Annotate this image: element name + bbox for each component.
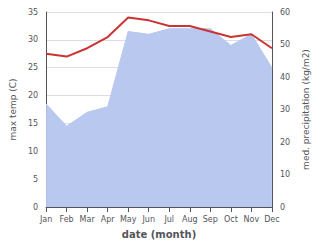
svg-text:10: 10 <box>28 147 38 156</box>
svg-text:Jan: Jan <box>39 215 52 224</box>
svg-text:Mar: Mar <box>80 215 96 224</box>
svg-text:Sep: Sep <box>203 215 218 224</box>
svg-text:35: 35 <box>28 8 38 17</box>
svg-text:20: 20 <box>280 138 290 147</box>
svg-text:Apr: Apr <box>101 215 116 224</box>
svg-text:0: 0 <box>33 203 38 212</box>
svg-text:Aug: Aug <box>182 215 198 224</box>
svg-text:Jun: Jun <box>141 215 155 224</box>
svg-text:max temp (C): max temp (C) <box>8 78 18 140</box>
svg-text:30: 30 <box>280 105 290 114</box>
svg-text:Feb: Feb <box>60 215 74 224</box>
svg-text:0: 0 <box>280 203 285 212</box>
svg-text:25: 25 <box>28 63 38 72</box>
svg-text:50: 50 <box>280 40 290 49</box>
svg-text:Jul: Jul <box>163 215 174 224</box>
svg-text:Dec: Dec <box>264 215 279 224</box>
svg-text:5: 5 <box>33 175 38 184</box>
svg-text:30: 30 <box>28 35 38 44</box>
svg-text:10: 10 <box>280 170 290 179</box>
svg-text:20: 20 <box>28 91 38 100</box>
svg-text:60: 60 <box>280 8 290 17</box>
svg-text:date (month): date (month) <box>122 229 196 240</box>
svg-text:med. precipitation (kg/m2): med. precipitation (kg/m2) <box>301 49 311 170</box>
svg-text:Nov: Nov <box>244 215 260 224</box>
svg-text:40: 40 <box>280 73 290 82</box>
svg-text:15: 15 <box>28 119 38 128</box>
svg-text:Oct: Oct <box>224 215 238 224</box>
svg-text:May: May <box>120 215 137 224</box>
